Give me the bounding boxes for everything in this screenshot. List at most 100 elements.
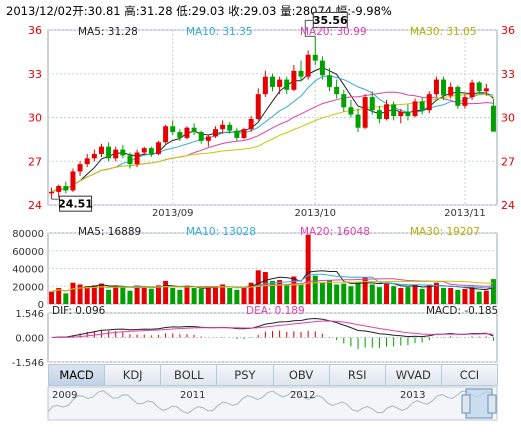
navigator-year: 2012 (290, 390, 315, 401)
tab-wvad[interactable]: WVAD (386, 365, 442, 385)
candle-body (319, 60, 325, 76)
volume-ma5-label: MA5: 16889 (78, 226, 142, 238)
candle-body (455, 86, 461, 106)
candle-body (341, 94, 347, 108)
volume-bar (70, 282, 76, 304)
price-tick-right: 36 (501, 24, 515, 37)
macd-dif-label: DIF: 0.096 (52, 305, 106, 317)
navigator-frame (47, 386, 498, 421)
volume-bar (441, 288, 447, 304)
macd-tick: -1.546 (12, 358, 44, 369)
candle-body (98, 146, 104, 154)
price-ma10-label: MA10: 31.35 (186, 26, 253, 38)
candle-body (391, 104, 397, 117)
candle-body (63, 186, 69, 191)
candle-body (348, 107, 354, 115)
macd-tick: 1.546 (15, 309, 44, 320)
candle-body (327, 75, 333, 87)
navigator-line (47, 390, 498, 414)
volume-bar (127, 290, 133, 304)
price-tick-left: 27 (28, 155, 42, 168)
volume-bar (490, 279, 496, 304)
volume-bar (455, 289, 461, 304)
candle-body (234, 130, 240, 138)
dea-line (51, 320, 494, 338)
candle-body (70, 171, 76, 191)
volume-bar (148, 288, 154, 304)
candle-body (49, 191, 55, 194)
candle-body (84, 158, 90, 165)
candle-body (362, 97, 368, 128)
high-marker-value: 35.56 (313, 14, 348, 27)
price-ma20-label: MA20: 30.99 (300, 26, 367, 38)
price-tick-left: 36 (28, 24, 42, 37)
tab-boll[interactable]: BOLL (161, 365, 218, 385)
volume-bar (241, 287, 247, 304)
volume-bar (184, 286, 190, 304)
volume-bar (376, 287, 382, 304)
volume-tick: 80000 (12, 229, 44, 240)
candle-body (198, 132, 204, 141)
volume-bar (163, 280, 169, 304)
volume-bar (234, 289, 240, 304)
candle-body (163, 126, 169, 143)
candle-body (312, 54, 318, 61)
candle-body (298, 70, 304, 77)
candle-body (376, 110, 382, 119)
high-value: 31.28 (139, 4, 173, 18)
candle-body (241, 129, 247, 138)
volume-bar (91, 285, 97, 304)
volume-bar (327, 280, 333, 304)
volume-ma20-label: MA20: 16048 (300, 226, 370, 238)
volume-bar (198, 288, 204, 304)
volume-bar (120, 287, 126, 304)
ma10-line (51, 75, 494, 193)
tab-cci[interactable]: CCI (459, 368, 480, 382)
tab-obv[interactable]: OBV (274, 365, 330, 385)
candle-body (405, 111, 411, 117)
volume-bar (77, 284, 83, 304)
macd-value-label: MACD: -0.185 (426, 305, 499, 317)
volume-bar (469, 287, 475, 304)
volume-bar (355, 282, 361, 304)
volume-bar (412, 284, 418, 304)
candle-body (462, 97, 468, 106)
volume-tick: 20000 (12, 282, 44, 293)
candle-body (483, 88, 489, 92)
candle-body (170, 126, 176, 133)
volume-bar (319, 282, 325, 304)
candle-body (305, 54, 311, 77)
candle-body (270, 76, 275, 87)
volume-bar (305, 234, 311, 304)
high-marker-box (312, 11, 348, 28)
price-tick-left: 33 (28, 68, 42, 81)
low-marker-box (59, 195, 93, 212)
candle-body (284, 79, 290, 90)
tab-psy[interactable]: PSY (217, 365, 274, 385)
candle-body (441, 79, 447, 96)
quote-date: 2013/12/02 (6, 4, 73, 18)
candle-body (227, 124, 233, 131)
price-tick-right: 27 (501, 155, 515, 168)
volume-bar (63, 293, 69, 304)
candle-body (212, 129, 218, 137)
candle-body (248, 118, 254, 130)
x-axis-label: 2013/09 (152, 208, 194, 219)
price-tick-left: 30 (28, 112, 42, 125)
tab-rsi[interactable]: RSI (330, 365, 386, 385)
candle-body (419, 101, 425, 111)
volume-bar (398, 288, 404, 304)
volume-bar (227, 288, 233, 304)
volume-bar (141, 286, 147, 304)
candle-body (291, 70, 297, 90)
volume-tick: 0 (38, 300, 44, 311)
tab-macd[interactable]: MACD (49, 365, 106, 385)
candle-body (426, 94, 432, 111)
tab-kdj[interactable]: KDJ (105, 365, 162, 385)
candle-body (355, 114, 361, 128)
x-axis-label: 2013/10 (294, 208, 336, 219)
dif-line (51, 317, 494, 338)
volume-bar (405, 287, 411, 304)
low-marker-value: 24.51 (58, 198, 93, 211)
